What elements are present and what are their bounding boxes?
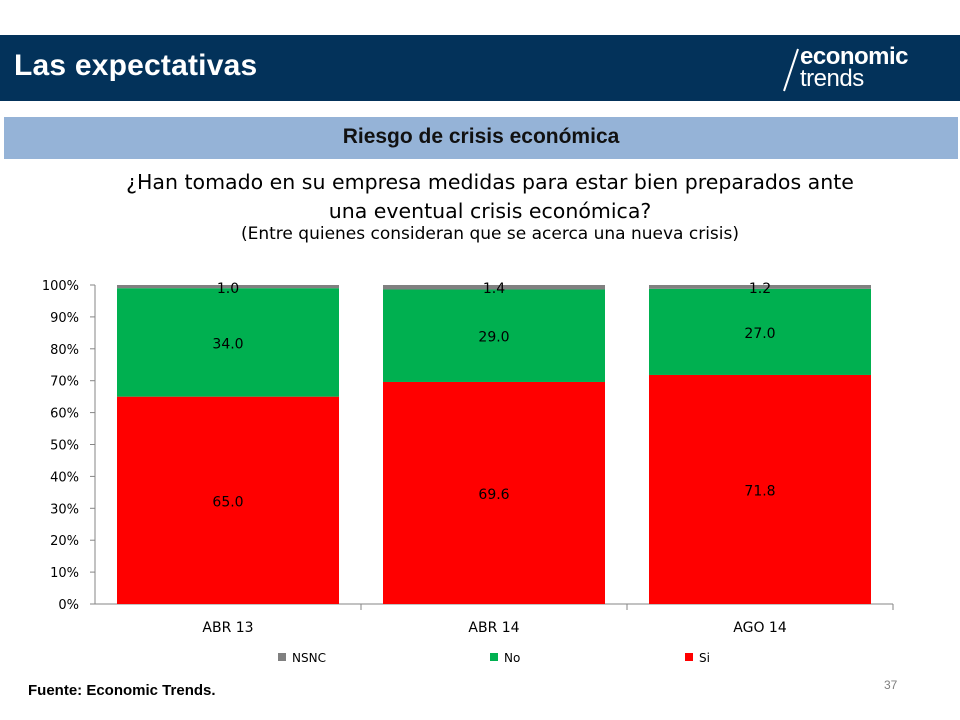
data-label: 71.8 [744, 483, 775, 499]
y-tick-label: 10% [50, 566, 79, 581]
x-tick-label: ABR 13 [202, 620, 253, 636]
legend-swatch-nsnc [278, 653, 286, 661]
data-label: 69.6 [478, 487, 509, 503]
legend-label: Si [699, 651, 710, 665]
x-tick-label: ABR 14 [468, 620, 519, 636]
y-tick-label: 0% [58, 598, 79, 613]
logo-text-bottom: trends [800, 65, 864, 92]
logo-slash-icon [783, 48, 799, 92]
source-footnote: Fuente: Economic Trends. [28, 682, 216, 699]
page-title: Las expectativas [14, 49, 258, 82]
bar-segment-no [383, 289, 605, 382]
data-label: 1.4 [483, 281, 505, 297]
bar-segment-nsnc [383, 285, 605, 290]
bar-segment-nsnc [117, 285, 339, 289]
y-tick-label: 20% [50, 534, 79, 549]
legend-label: NSNC [292, 651, 326, 665]
data-label: 27.0 [744, 326, 775, 342]
bar-segment-no [117, 288, 339, 397]
survey-question-line-1: ¿Han tomado en su empresa medidas para e… [126, 170, 854, 194]
data-label: 1.0 [217, 281, 239, 297]
legend-swatch-no [490, 653, 498, 661]
y-tick-label: 30% [50, 502, 79, 517]
page-number: 37 [884, 678, 898, 692]
y-tick-label: 90% [50, 311, 79, 326]
legend-label: No [504, 651, 520, 665]
x-tick-label: AGO 14 [733, 620, 787, 636]
survey-question: ¿Han tomado en su empresa medidas para e… [60, 168, 920, 226]
section-title: Riesgo de crisis económica [342, 125, 620, 148]
y-tick-label: 50% [50, 439, 79, 454]
data-label: 34.0 [212, 336, 243, 352]
y-tick-label: 70% [50, 375, 79, 390]
y-tick-label: 40% [50, 470, 79, 485]
legend-swatch-si [685, 653, 693, 661]
economic-trends-logo: economic trends [778, 43, 948, 95]
data-label: 29.0 [478, 330, 509, 346]
survey-question-line-2: una eventual crisis económica? [328, 199, 652, 223]
y-tick-label: 60% [50, 407, 79, 422]
header-bar: Las expectativas economic trends [0, 35, 960, 101]
bar-segment-si [117, 396, 339, 604]
y-tick-label: 100% [42, 279, 79, 294]
section-title-bar: Riesgo de crisis económica [3, 117, 958, 159]
data-label: 1.2 [749, 281, 771, 297]
bar-segment-no [649, 288, 871, 375]
y-tick-label: 80% [50, 343, 79, 358]
logo-text-top: economic [800, 43, 909, 70]
survey-question-note: (Entre quienes consideran que se acerca … [240, 224, 739, 244]
bar-segment-nsnc [649, 285, 871, 289]
data-label: 65.0 [212, 494, 243, 510]
bar-segment-si [383, 381, 605, 604]
bar-segment-si [649, 374, 871, 604]
